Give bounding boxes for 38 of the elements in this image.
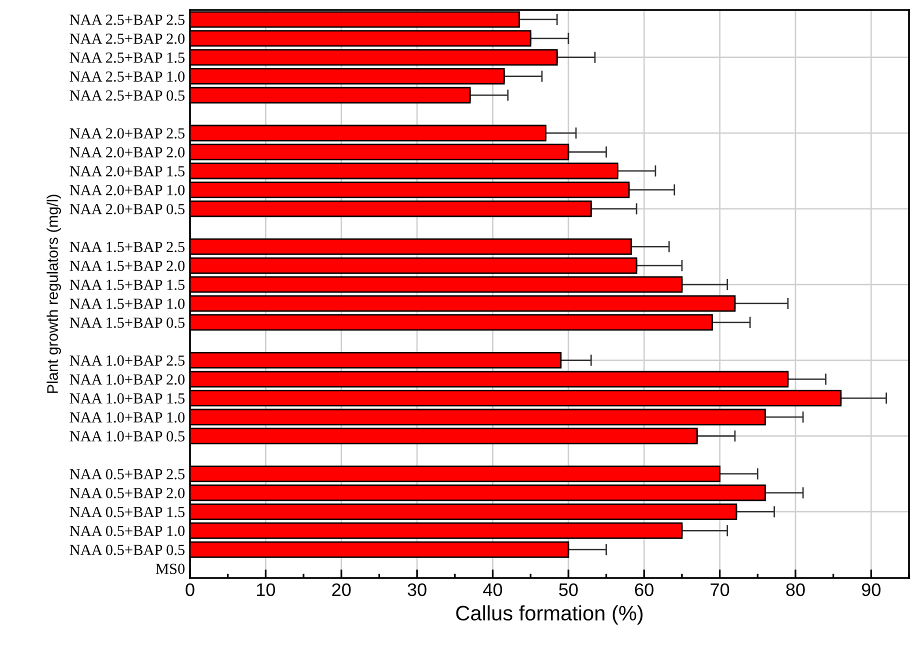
y-tick-label: MS0 (156, 564, 185, 574)
y-tick-label: NAA 2.5+BAP 0.5 (70, 90, 185, 101)
y-tick-label: NAA 2.5+BAP 2.0 (70, 34, 185, 44)
x-tick-label: 20 (332, 583, 351, 596)
y-tick-label: NAA 2.0+BAP 0.5 (70, 204, 185, 214)
y-tick-label: NAA 1.5+BAP 1.5 (70, 280, 185, 290)
x-tick-label: 80 (786, 583, 805, 596)
y-tick-label: NAA 2.5+BAP 1.5 (70, 52, 185, 63)
x-axis-title: Callus formation (%) (456, 605, 643, 625)
y-tick-label: NAA 1.0+BAP 1.0 (70, 412, 185, 423)
y-tick-label: NAA 1.0+BAP 1.5 (70, 393, 185, 404)
x-tick-label: 50 (559, 583, 578, 596)
y-tick-label: NAA 2.5+BAP 2.5 (70, 14, 185, 25)
y-axis-title: Plant growth regulators (mg/l) (46, 194, 61, 393)
x-tick-label: 70 (710, 583, 730, 596)
y-tick-label: NAA 2.0+BAP 1.5 (70, 166, 185, 176)
x-tick-label: 10 (257, 583, 276, 596)
y-tick-label: NAA 1.5+BAP 2.5 (70, 242, 185, 252)
y-tick-label: NAA 1.5+BAP 0.5 (70, 318, 185, 328)
y-tick-label: NAA 1.0+BAP 2.0 (70, 374, 185, 385)
y-tick-label: NAA 0.5+BAP 2.0 (70, 488, 185, 498)
y-tick-label: NAA 0.5+BAP 0.5 (70, 544, 185, 556)
x-tick-label: 60 (634, 583, 654, 596)
x-tick-label: 0 (186, 583, 194, 596)
x-tick-label: 40 (483, 583, 502, 596)
y-tick-label: NAA 2.0+BAP 1.0 (70, 185, 185, 196)
y-tick-label: NAA 1.0+BAP 0.5 (70, 431, 185, 442)
y-tick-label: NAA 0.5+BAP 2.5 (70, 469, 185, 480)
y-tick-label: NAA 0.5+BAP 1.5 (70, 506, 185, 518)
x-tick-label: 90 (862, 583, 880, 596)
y-tick-label: NAA 2.5+BAP 1.0 (70, 71, 185, 82)
y-tick-label: NAA 1.5+BAP 1.0 (70, 298, 185, 309)
y-tick-label: NAA 1.5+BAP 2.0 (70, 260, 185, 272)
y-tick-label: NAA 0.5+BAP 1.0 (70, 526, 185, 536)
y-tick-label: NAA 2.0+BAP 2.0 (70, 147, 185, 158)
y-tick-label: NAA 2.0+BAP 2.5 (70, 128, 185, 139)
x-tick-label: 30 (408, 583, 426, 596)
y-tick-label: NAA 1.0+BAP 2.5 (70, 355, 185, 366)
